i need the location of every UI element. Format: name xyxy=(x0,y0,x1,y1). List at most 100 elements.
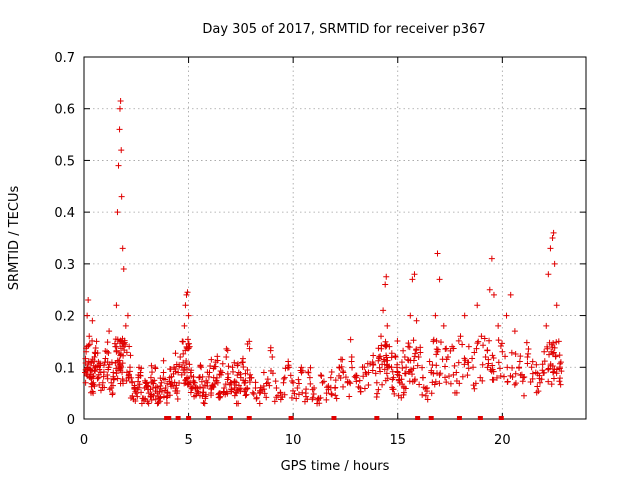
data-point xyxy=(157,394,164,401)
data-point xyxy=(181,369,188,376)
data-point xyxy=(90,379,97,386)
data-point xyxy=(484,364,491,371)
data-point xyxy=(123,349,130,356)
data-point xyxy=(490,376,497,383)
data-point xyxy=(534,383,541,390)
data-point xyxy=(277,396,284,403)
y-axis-label: SRMTID / TECUs xyxy=(7,186,22,291)
data-point xyxy=(190,378,197,385)
data-point xyxy=(203,377,210,384)
bottom-marker xyxy=(456,416,462,420)
data-point xyxy=(138,365,145,372)
data-point xyxy=(490,355,497,362)
data-point xyxy=(91,358,98,365)
data-point xyxy=(240,363,247,370)
x-axis-label: GPS time / hours xyxy=(281,459,390,474)
data-point xyxy=(415,353,422,360)
data-point xyxy=(340,383,347,390)
data-point xyxy=(126,343,133,350)
data-point xyxy=(267,344,274,351)
data-point xyxy=(222,381,229,388)
data-point xyxy=(550,368,557,375)
data-point xyxy=(328,391,335,398)
data-point xyxy=(461,312,468,319)
data-point xyxy=(319,379,326,386)
data-point xyxy=(373,379,380,386)
data-point xyxy=(105,349,112,356)
data-point xyxy=(108,359,115,366)
data-point xyxy=(557,360,564,367)
data-point xyxy=(327,374,334,381)
data-point xyxy=(145,400,152,407)
data-point xyxy=(497,343,504,350)
bottom-marker xyxy=(415,416,421,420)
data-point xyxy=(306,374,313,381)
data-point xyxy=(398,376,405,383)
data-point xyxy=(323,390,330,397)
data-point xyxy=(361,385,368,392)
data-point xyxy=(102,355,109,362)
data-point xyxy=(117,364,124,371)
y-tick-label: 0 xyxy=(67,413,75,428)
data-point xyxy=(398,359,405,366)
data-point xyxy=(118,147,125,154)
data-point xyxy=(486,286,493,293)
data-point xyxy=(117,351,124,358)
data-point xyxy=(512,380,519,387)
data-point xyxy=(246,375,253,382)
data-point xyxy=(525,346,532,353)
data-point xyxy=(348,358,355,365)
data-point xyxy=(524,353,531,360)
data-point xyxy=(317,394,324,401)
data-point xyxy=(94,349,101,356)
data-point xyxy=(370,352,377,359)
data-point xyxy=(375,357,382,364)
data-point xyxy=(134,393,141,400)
data-point xyxy=(138,389,145,396)
data-point xyxy=(535,388,542,395)
data-point xyxy=(114,209,121,216)
data-point xyxy=(281,391,288,398)
data-point xyxy=(364,360,371,367)
data-point xyxy=(442,374,449,381)
data-point xyxy=(411,376,418,383)
data-point xyxy=(211,381,218,388)
data-point xyxy=(91,383,98,390)
data-point xyxy=(231,359,238,366)
data-point xyxy=(109,390,116,397)
data-point xyxy=(516,358,523,365)
data-point xyxy=(443,379,450,386)
data-point xyxy=(541,348,548,355)
data-point xyxy=(497,373,504,380)
data-point xyxy=(556,352,563,359)
data-point xyxy=(403,364,410,371)
data-point xyxy=(126,368,133,375)
data-point xyxy=(338,363,345,370)
data-point xyxy=(328,390,335,397)
data-point xyxy=(301,398,308,405)
data-point xyxy=(273,394,280,401)
bottom-marker xyxy=(246,416,252,420)
data-point xyxy=(244,340,251,347)
data-point xyxy=(260,369,267,376)
data-point xyxy=(347,336,354,343)
data-point xyxy=(158,388,165,395)
data-point xyxy=(499,340,506,347)
data-point xyxy=(413,317,420,324)
data-point xyxy=(389,386,396,393)
data-point xyxy=(549,350,556,357)
data-point xyxy=(422,392,429,399)
x-tick-label: 15 xyxy=(389,433,406,448)
y-tick-labels: 0 0.1 0.2 0.3 0.4 0.5 0.6 0.7 xyxy=(54,51,75,428)
data-point xyxy=(229,364,236,371)
data-point xyxy=(405,340,412,347)
data-point xyxy=(268,367,275,374)
data-point xyxy=(328,368,335,375)
data-point xyxy=(145,390,152,397)
data-point xyxy=(90,362,97,369)
data-point xyxy=(541,358,548,365)
data-point xyxy=(495,322,502,329)
data-point xyxy=(305,369,312,376)
data-point xyxy=(455,359,462,366)
data-point xyxy=(148,396,155,403)
